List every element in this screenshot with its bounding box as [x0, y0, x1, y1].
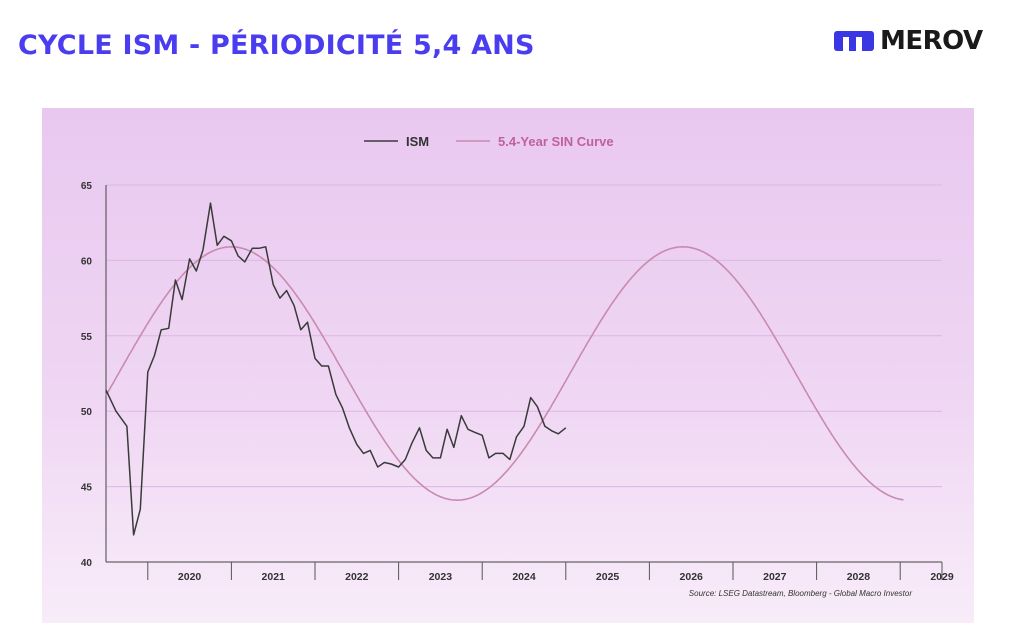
x-tick-label: 2025	[596, 571, 620, 583]
x-tick-label: 2024	[512, 571, 536, 583]
y-tick-label: 65	[81, 181, 93, 192]
sin-curve-line	[105, 245, 904, 502]
x-tick-label: 2027	[763, 571, 787, 583]
x-tick-label: 2021	[262, 571, 286, 583]
y-tick-label: 55	[81, 332, 93, 343]
ism-cycle-chart: 65 60 55 50 45 40 2020 2021 2022 2023 2024 2025 2026…	[81, 134, 954, 598]
chart-panel: 65 60 55 50 45 40 2020 2021 2022 2023 2024 2025 2026…	[42, 108, 974, 623]
brand-logo: MEROV	[834, 26, 983, 56]
y-tick-label: 60	[81, 256, 93, 267]
y-tick-label: 45	[81, 483, 93, 494]
page-title: CYCLE ISM - PÉRIODICITÉ 5,4 ANS	[18, 30, 535, 61]
x-tick-label: 2022	[345, 571, 369, 583]
x-tick-label: 2023	[429, 571, 453, 583]
merov-m-icon	[834, 31, 874, 51]
legend-label-sin: 5.4-Year SIN Curve	[498, 134, 614, 149]
ism-line	[105, 202, 567, 536]
x-tick-label: 2028	[847, 571, 871, 583]
y-tick-label: 40	[81, 558, 93, 569]
x-tick-label: 2026	[680, 571, 704, 583]
logo-text: MEROV	[880, 26, 983, 56]
y-tick-label: 50	[81, 407, 93, 418]
x-tick-label: 2020	[178, 571, 202, 583]
source-note: Source: LSEG Datastream, Bloomberg - Glo…	[689, 589, 913, 598]
legend-label-ism: ISM	[406, 134, 429, 149]
